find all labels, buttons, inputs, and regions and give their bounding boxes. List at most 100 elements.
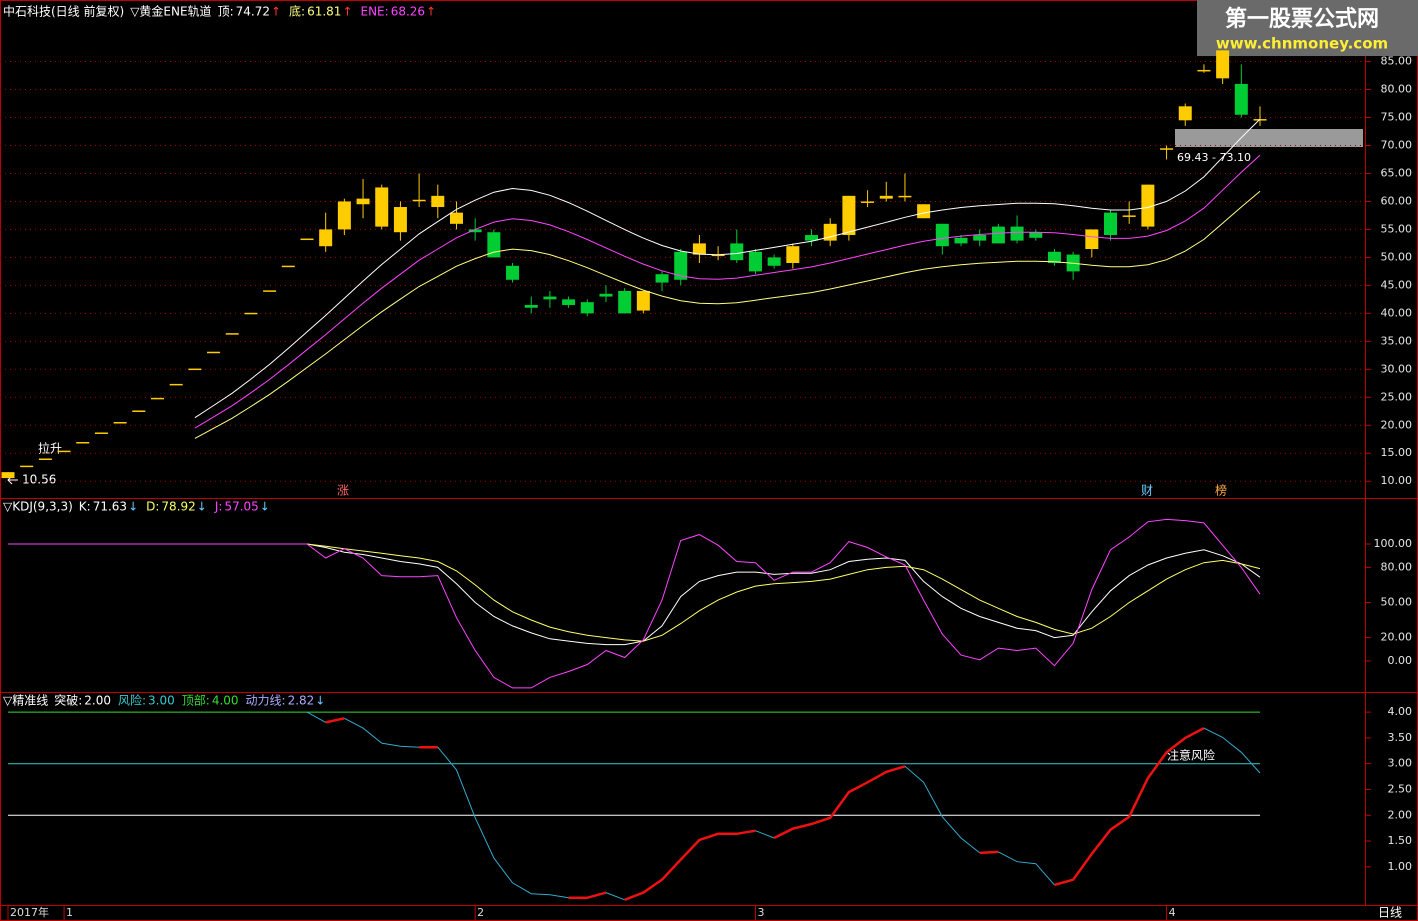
legend-label: 底: [289,4,305,19]
legend-arrow: ↓ [197,500,207,514]
legend-label: 动力线: [246,694,286,708]
candle-body [1047,251,1061,263]
legend-arrow: ↑ [271,5,281,19]
candle-body [1104,212,1118,236]
legend-label: 风险: [118,693,146,708]
candle-body [150,397,164,400]
legend-value: 61.81 [307,5,341,19]
line [998,851,1055,886]
candle-body [431,195,445,208]
watermark: 第一股票公式网 www.chnmoney.com [1197,0,1418,56]
candle-body [300,238,314,241]
y-tick-label: 3.50 [1388,731,1413,744]
candle-body [1010,226,1024,241]
candle-body [76,441,90,444]
legend-label: K: [79,500,91,514]
candle-body [748,251,762,272]
line [194,118,1261,419]
legend-label: 顶: [218,5,234,19]
candle-body [973,235,987,241]
y-tick-label: 30.00 [1381,362,1413,375]
candle-body [207,351,221,354]
legend-arrow: ↑ [342,5,352,19]
candle-body [917,204,931,219]
low-label: 10.56 [22,473,56,487]
line [624,829,756,901]
y-tick-label: 100.00 [1374,537,1413,550]
candle-body [543,296,557,300]
y-tick-label: 85.00 [1381,55,1413,68]
line [605,892,625,901]
y-tick-label: 50.00 [1381,250,1413,263]
watermark-url: www.chnmoney.com [1216,35,1388,53]
panel-title: ▽精准线 [3,694,48,708]
line [773,765,906,840]
candle-body [1085,229,1099,249]
legend-arrow: ↑ [426,5,436,19]
y-tick-label: 80.00 [1381,83,1413,96]
legend-value: 71.63 [93,500,127,514]
x-tick-label: 2017年 [10,905,49,919]
legend-value: 3.00 [148,694,175,708]
line [437,746,569,899]
candle-body [524,304,538,308]
y-tick-label: 55.00 [1381,222,1413,235]
y-tick-label: 35.00 [1381,334,1413,347]
candle-body [655,274,669,283]
candle-body [449,212,463,224]
tag: 榜 [1215,483,1227,498]
y-tick-label: 1.50 [1388,834,1413,847]
range-label: 69.43 - 73.10 [1177,151,1251,164]
candle-body [898,195,912,198]
y-tick-label: 10.00 [1381,474,1413,487]
line [8,518,1261,689]
line [755,830,775,839]
y-tick-label: 20.00 [1381,418,1413,431]
legend-value: 78.92 [161,500,195,514]
candle-body [767,257,781,266]
candle-body [412,199,426,202]
candle-body [132,410,146,412]
legend-value: 4.00 [212,694,239,708]
candle-body [1,472,15,479]
candle-body [636,290,650,311]
candle-body [94,432,108,434]
legend-label: 突破: [54,693,82,708]
legend-label: J: [214,500,223,514]
tag: 涨 [337,483,349,498]
legend-value: 2.00 [84,694,111,708]
y-tick-label: 45.00 [1381,278,1413,291]
line [306,711,326,723]
candle-body [842,195,856,236]
candle-body [692,243,706,255]
y-tick-label: 70.00 [1381,138,1413,151]
candle-body [1197,69,1211,72]
line [194,190,1261,439]
annotation: 注意风险 [1167,748,1215,763]
legend-label: D: [146,500,159,514]
y-tick-label: 25.00 [1381,390,1413,403]
candle-body [169,383,183,386]
candle-body [786,246,800,263]
line [1203,727,1261,774]
y-tick-label: 0.00 [1388,654,1413,667]
annotation: 拉升 [38,441,62,456]
candle-body [188,368,202,371]
candle-body [805,235,819,241]
candle-body [244,312,258,315]
y-tick-label: 80.00 [1381,560,1413,573]
legend-value: 2.82 [288,694,315,708]
candle-body [954,237,968,244]
candle-body [599,293,613,297]
y-tick-label: 1.00 [1388,860,1413,873]
candle-body [57,450,71,453]
line [979,850,999,855]
legend-label: 顶部: [182,693,210,708]
candle-body [375,187,389,227]
watermark-box [1197,0,1418,56]
candle-body [263,290,277,292]
indicator-name: ▽黄金ENE轨道 [130,4,211,19]
candle-body [711,254,725,257]
